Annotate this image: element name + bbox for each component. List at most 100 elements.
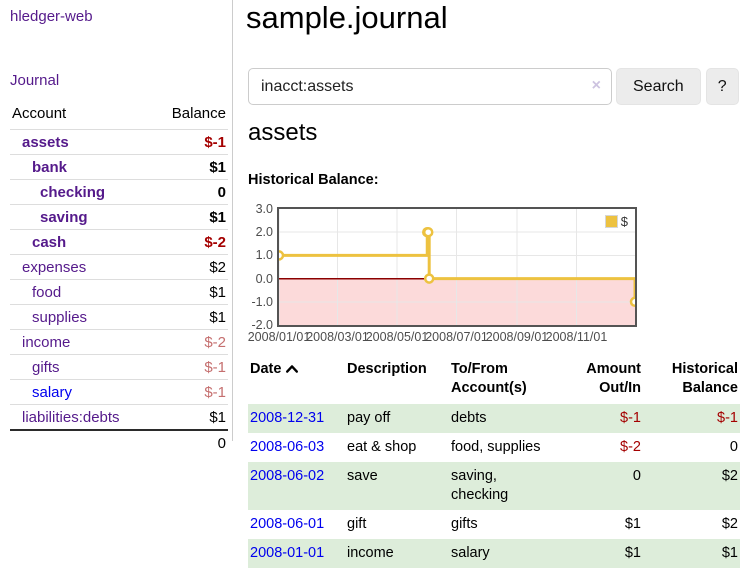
x-tick-label: 2008/05/01 bbox=[365, 330, 429, 344]
accounts-header-balance: Balance bbox=[171, 105, 226, 122]
transaction-row: 2008-06-03 eat & shop food, supplies $-2… bbox=[248, 433, 740, 462]
account-link-cash[interactable]: cash bbox=[32, 234, 67, 251]
chart-x-axis: 2008/01/01 2008/03/01 2008/05/01 2008/07/01… bbox=[248, 330, 635, 346]
transaction-balance: $1 bbox=[721, 545, 738, 561]
search-bar: × Search ? bbox=[248, 68, 739, 105]
transaction-date-link[interactable]: 2008-06-02 bbox=[250, 468, 325, 484]
brand-link[interactable]: hledger-web bbox=[10, 8, 93, 25]
main-content: sample.journal × Search ? assets Histori… bbox=[246, 0, 742, 582]
y-tick-label: 0.0 bbox=[255, 271, 273, 286]
accounts-total-balance: 0 bbox=[217, 435, 226, 452]
x-tick-label: 2008/11/01 bbox=[545, 330, 608, 344]
account-balance: $1 bbox=[209, 209, 226, 226]
accounts-header-account: Account bbox=[12, 105, 67, 122]
y-tick-label: 1.0 bbox=[255, 248, 273, 263]
transaction-date-link[interactable]: 2008-06-03 bbox=[250, 439, 325, 455]
account-heading: assets bbox=[248, 119, 318, 146]
transaction-description: pay off bbox=[347, 410, 391, 426]
account-balance: $-2 bbox=[204, 334, 226, 351]
account-link-income[interactable]: income bbox=[22, 334, 71, 351]
y-tick-label: 2.0 bbox=[255, 225, 273, 240]
accounts-header-row: Account Balance bbox=[10, 102, 228, 130]
accounts-table: Account Balance assets $-1 bank $1 check… bbox=[10, 102, 228, 455]
transaction-date-link[interactable]: 2008-01-01 bbox=[250, 545, 325, 561]
account-balance: $2 bbox=[209, 259, 226, 276]
transaction-amount: $1 bbox=[624, 545, 641, 561]
chart-title: Historical Balance: bbox=[248, 172, 379, 188]
transaction-accounts: debts bbox=[451, 410, 487, 426]
account-balance: $1 bbox=[209, 159, 226, 176]
legend-swatch bbox=[604, 215, 618, 228]
transaction-description: gift bbox=[347, 516, 367, 532]
register-header-row: Date Description To/From Account(s) Amou… bbox=[248, 357, 740, 404]
account-row: saving $1 bbox=[10, 204, 228, 230]
y-tick-label: 3.0 bbox=[255, 202, 273, 216]
transaction-row: 2008-06-02 save saving, checking 0 $2 bbox=[248, 462, 740, 510]
transaction-accounts: salary bbox=[451, 545, 490, 561]
transaction-balance: $2 bbox=[721, 468, 738, 484]
clear-search-icon[interactable]: × bbox=[591, 77, 601, 94]
chart-legend: $ bbox=[602, 213, 630, 230]
account-balance: 0 bbox=[217, 184, 226, 201]
search-input[interactable] bbox=[248, 68, 612, 105]
search-button[interactable]: Search bbox=[616, 68, 701, 105]
account-link-expenses[interactable]: expenses bbox=[22, 259, 87, 276]
transaction-balance: $2 bbox=[721, 516, 738, 532]
transaction-accounts: food, supplies bbox=[451, 439, 541, 455]
account-row: salary $-1 bbox=[10, 379, 228, 405]
transaction-date-link[interactable]: 2008-12-31 bbox=[250, 410, 325, 426]
account-link-gifts[interactable]: gifts bbox=[32, 359, 60, 376]
accounts-total-row: 0 bbox=[10, 430, 228, 455]
account-link-checking[interactable]: checking bbox=[40, 184, 106, 201]
y-tick-label: -2.0 bbox=[251, 318, 273, 332]
help-button[interactable]: ? bbox=[705, 68, 739, 105]
sort-ascending-icon bbox=[286, 365, 299, 373]
transaction-row: 2008-06-01 gift gifts $1 $2 bbox=[248, 510, 740, 539]
account-row: expenses $2 bbox=[10, 254, 228, 280]
account-balance: $1 bbox=[209, 284, 226, 301]
transaction-accounts: saving, checking bbox=[451, 468, 509, 503]
account-link-assets[interactable]: assets bbox=[22, 134, 69, 151]
transaction-date-link[interactable]: 2008-06-01 bbox=[250, 516, 325, 532]
transaction-row: 2008-01-01 income salary $1 $1 bbox=[248, 539, 740, 568]
x-tick-label: 2008/07/01 bbox=[425, 330, 488, 344]
transaction-amount: $-2 bbox=[620, 439, 641, 455]
account-link-salary[interactable]: salary bbox=[32, 384, 73, 401]
transaction-amount: $1 bbox=[624, 516, 641, 532]
page-title: sample.journal bbox=[246, 0, 448, 35]
transaction-balance: 0 bbox=[729, 439, 738, 455]
account-balance: $-1 bbox=[204, 134, 226, 151]
account-row: cash $-2 bbox=[10, 229, 228, 255]
sidebar: hledger-web Journal Account Balance asse… bbox=[0, 0, 233, 452]
account-row: assets $-1 bbox=[10, 129, 228, 155]
x-tick-label: 2008/09/01 bbox=[485, 330, 549, 344]
search-box: × bbox=[248, 68, 612, 105]
chart-plot-area: $ bbox=[277, 207, 637, 327]
register-table: Date Description To/From Account(s) Amou… bbox=[248, 357, 740, 568]
transaction-description: income bbox=[347, 545, 394, 561]
register-header-date[interactable]: Date bbox=[248, 357, 345, 404]
account-link-bank[interactable]: bank bbox=[32, 159, 68, 176]
account-balance: $-1 bbox=[204, 359, 226, 376]
account-row: income $-2 bbox=[10, 329, 228, 355]
transaction-balance: $-1 bbox=[717, 410, 738, 426]
account-balance: $-1 bbox=[204, 384, 226, 401]
balance-chart: 3.0 2.0 1.0 0.0 -1.0 -2.0 $ 2008/01/01 2008/03… bbox=[248, 202, 648, 351]
account-link-saving[interactable]: saving bbox=[40, 209, 88, 226]
sidebar-item-journal[interactable]: Journal bbox=[10, 72, 60, 89]
account-link-liabilities-debts[interactable]: liabilities:debts bbox=[22, 409, 120, 426]
account-link-food[interactable]: food bbox=[32, 284, 62, 301]
register-header-balance: Historical Balance bbox=[671, 361, 738, 396]
account-balance: $1 bbox=[209, 309, 226, 326]
transaction-amount: 0 bbox=[632, 468, 641, 484]
transaction-description: eat & shop bbox=[347, 439, 417, 455]
account-link-supplies[interactable]: supplies bbox=[32, 309, 88, 326]
legend-label: $ bbox=[620, 214, 628, 229]
account-row: food $1 bbox=[10, 279, 228, 305]
account-row: liabilities:debts $1 bbox=[10, 404, 228, 431]
transaction-accounts: gifts bbox=[451, 516, 478, 532]
account-row: checking 0 bbox=[10, 179, 228, 205]
account-row: bank $1 bbox=[10, 154, 228, 180]
transaction-row: 2008-12-31 pay off debts $-1 $-1 bbox=[248, 404, 740, 433]
chart-canvas bbox=[279, 209, 635, 325]
